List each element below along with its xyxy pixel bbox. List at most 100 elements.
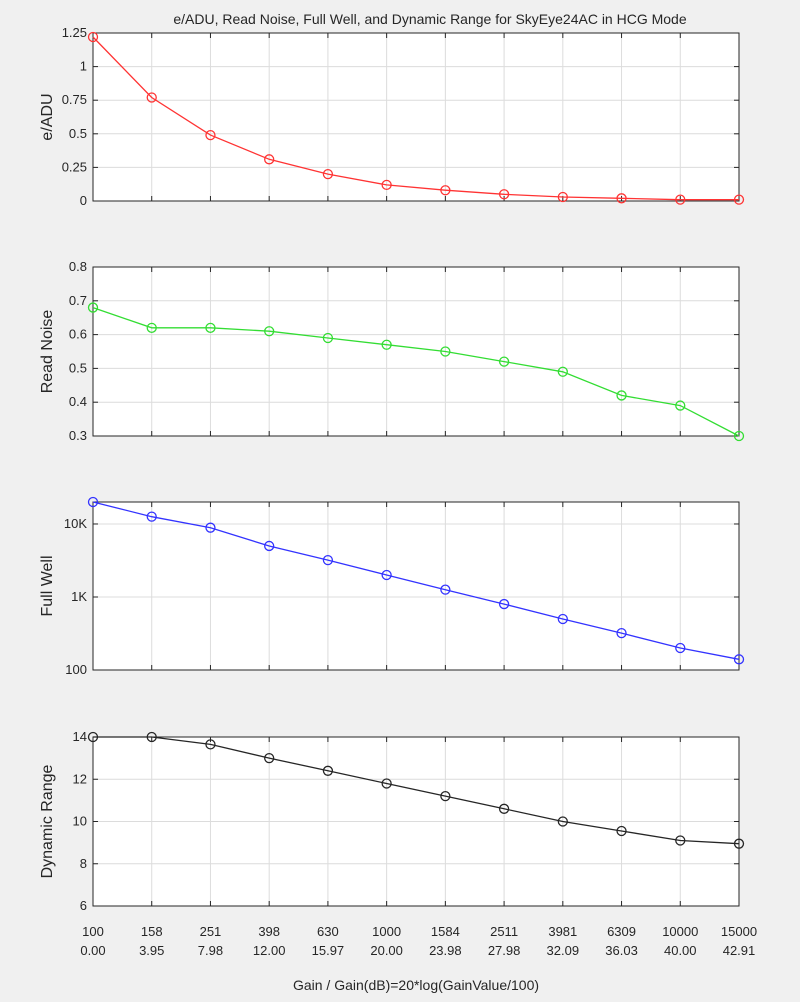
data-point: [616, 825, 627, 837]
data-point: [440, 185, 451, 196]
data-point: [498, 598, 510, 610]
y-tick-label: 0.5: [69, 360, 87, 375]
y-tick-label: 12: [73, 771, 87, 786]
y-axis-label: Full Well: [39, 555, 56, 616]
data-point: [205, 322, 216, 333]
y-axis-label: Read Noise: [39, 310, 56, 394]
data-point: [381, 179, 392, 191]
data-point: [733, 654, 745, 665]
data-point: [675, 400, 686, 411]
data-point: [146, 322, 157, 333]
plot-border: [92, 501, 740, 671]
series-line: [92, 306, 740, 437]
y-tick-label: 0.3: [69, 428, 87, 443]
data-point: [557, 366, 568, 377]
data-point: [498, 356, 510, 367]
x-tick-label-gain: 3981: [548, 924, 577, 939]
x-tick-label-db: 32.09: [547, 943, 580, 958]
data-point: [87, 496, 99, 508]
x-tick-label-gain: 100: [82, 924, 104, 939]
data-point: [87, 31, 99, 43]
x-tick-label-db: 12.00: [253, 943, 286, 958]
y-tick-label: 0.6: [69, 327, 87, 342]
subplot-2: 0.3 0.4 0.5 0.6 0.7 0.8 Read Noise: [39, 259, 745, 443]
y-tick-label: 0: [80, 193, 87, 208]
data-point: [146, 731, 157, 743]
y-tick-label: 0.5: [69, 126, 87, 141]
y-tick-label: 1K: [71, 589, 87, 604]
x-tick-label-gain: 630: [317, 924, 339, 939]
plot-border: [92, 266, 740, 437]
data-point: [557, 613, 568, 625]
data-point: [675, 194, 686, 205]
x-tick-label-db: 7.98: [198, 943, 223, 958]
x-tick-label-db: 20.00: [370, 943, 403, 958]
x-tick-label-gain: 251: [200, 924, 222, 939]
data-point: [381, 569, 392, 581]
data-point: [440, 584, 451, 595]
x-tick-label-gain: 6309: [607, 924, 636, 939]
data-point: [322, 765, 334, 776]
data-point: [322, 554, 334, 566]
y-tick-label: 6: [80, 898, 87, 913]
chart-title: e/ADU, Read Noise, Full Well, and Dynami…: [173, 11, 686, 27]
y-tick-label: 0.4: [69, 394, 87, 409]
plot-border: [92, 736, 740, 907]
data-point: [675, 642, 686, 654]
data-point: [87, 731, 99, 743]
data-point: [675, 835, 686, 846]
y-tick-label: 1: [80, 59, 87, 74]
x-tick-label-db: 23.98: [429, 943, 462, 958]
y-tick-label: 8: [80, 856, 87, 871]
subplots-group: 0 0.25 0.5 0.75 1 1.25 e/ADU 0.3 0.4 0.5 0.6 0.7 0.8…: [39, 25, 757, 958]
data-point: [205, 129, 216, 141]
data-point: [733, 194, 745, 205]
data-point: [733, 430, 745, 442]
data-point: [498, 189, 510, 200]
y-axis-label: Dynamic Range: [39, 764, 56, 878]
y-tick-label: 0.8: [69, 259, 87, 274]
y-tick-label: 100: [65, 662, 87, 677]
x-tick-label-db: 3.95: [139, 943, 164, 958]
data-point: [146, 92, 157, 103]
data-point: [264, 154, 275, 165]
data-point: [322, 332, 334, 344]
data-point: [264, 540, 275, 552]
y-tick-label: 10K: [64, 516, 87, 531]
plot-area: [92, 501, 740, 671]
plot-area: [92, 266, 740, 437]
data-point: [557, 816, 568, 827]
data-point: [264, 752, 275, 764]
y-tick-label: 0.25: [62, 159, 87, 174]
x-tick-label-db: 36.03: [605, 943, 638, 958]
data-point: [616, 390, 627, 401]
data-point: [205, 739, 216, 750]
subplot-4: 6 8 10 12 14 Dynamic Range: [39, 729, 745, 913]
x-axis-label: Gain / Gain(dB)=20*log(GainValue/100): [293, 977, 539, 993]
data-point: [87, 302, 99, 313]
data-point: [264, 326, 275, 337]
y-axis-label: e/ADU: [39, 93, 56, 140]
y-tick-label: 14: [73, 729, 87, 744]
x-tick-label-gain: 2511: [490, 924, 518, 939]
series-line: [92, 36, 739, 201]
x-tick-label-gain: 1584: [431, 924, 460, 939]
series-line: [92, 501, 740, 660]
data-point: [498, 803, 510, 814]
data-point: [381, 778, 392, 789]
data-point: [616, 193, 627, 204]
data-point: [557, 191, 568, 203]
x-tick-label-db: 15.97: [312, 943, 345, 958]
series-line: [93, 736, 740, 845]
data-point: [381, 339, 392, 350]
y-tick-label: 0.7: [69, 293, 87, 308]
plot-area: [92, 32, 740, 202]
x-tick-label-gain: 158: [141, 924, 163, 939]
x-tick-label-db: 0.00: [80, 943, 105, 958]
x-tick-label-db: 42.91: [723, 943, 756, 958]
x-tick-label-gain: 15000: [721, 924, 757, 939]
x-tick-label-gain: 1000: [372, 924, 401, 939]
data-point: [322, 168, 334, 180]
y-tick-label: 1.25: [62, 25, 87, 40]
subplot-1: 0 0.25 0.5 0.75 1 1.25 e/ADU: [39, 25, 745, 208]
